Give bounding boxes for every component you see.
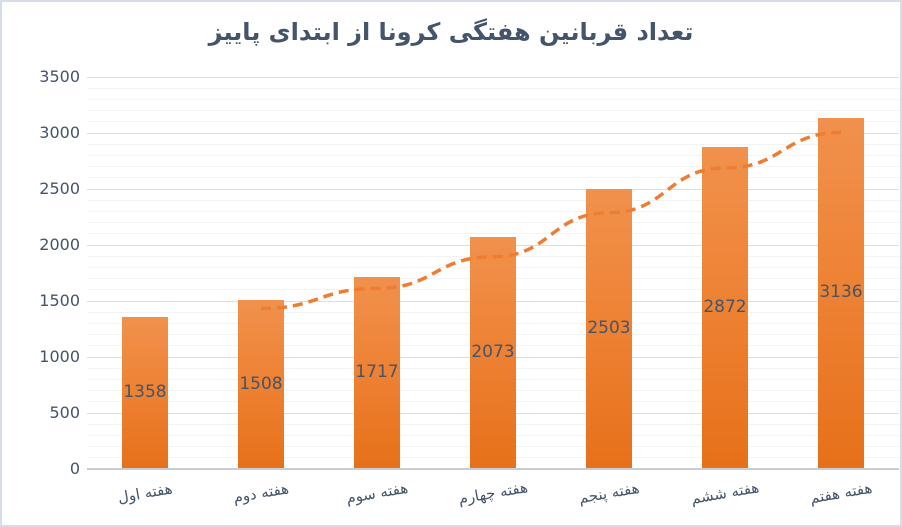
bar xyxy=(122,316,168,469)
y-tick-label: 0 xyxy=(69,459,80,478)
gridline-minor xyxy=(87,98,899,100)
y-tick-label: 3500 xyxy=(39,67,80,86)
chart-title: تعداد قربانین هفتگی کرونا از ابتدای پایی… xyxy=(208,18,694,46)
gridline-minor xyxy=(87,87,899,89)
bar-value-label: 3136 xyxy=(819,282,863,303)
y-tick-label: 1000 xyxy=(39,347,80,366)
x-tick-label: هفته دوم xyxy=(231,479,291,507)
x-tick-label: هفته چهارم xyxy=(456,478,530,508)
x-tick-label: هفته سوم xyxy=(344,478,410,508)
bar-value-label: 1508 xyxy=(239,373,283,394)
x-tick-label: هفته اول xyxy=(116,479,174,507)
bar-value-label: 1358 xyxy=(123,381,167,402)
y-tick-label: 1500 xyxy=(39,291,80,310)
bar-value-label: 2872 xyxy=(703,297,747,318)
gridline-minor xyxy=(87,110,899,112)
gridline-minor xyxy=(87,121,899,123)
x-axis-line xyxy=(87,468,899,470)
gridline-minor xyxy=(87,199,899,201)
bar-value-label: 1717 xyxy=(355,361,399,382)
gridline-minor xyxy=(87,222,899,224)
gridline-minor xyxy=(87,154,899,156)
gridline-minor xyxy=(87,143,899,145)
bar xyxy=(238,300,284,469)
gridline-major xyxy=(87,76,899,78)
gridline-minor xyxy=(87,210,899,212)
gridline-major xyxy=(87,132,899,134)
x-tick-label: هفته هفتم xyxy=(808,478,874,508)
bar-value-label: 2073 xyxy=(471,341,515,362)
y-tick-label: 3000 xyxy=(39,123,80,142)
y-tick-label: 2500 xyxy=(39,179,80,198)
y-tick-label: 500 xyxy=(49,403,80,422)
x-tick-label: هفته پنجم xyxy=(577,478,641,508)
x-tick-label: هفته ششم xyxy=(689,478,761,508)
gridline-minor xyxy=(87,233,899,235)
bar-value-label: 2503 xyxy=(587,317,631,338)
gridline-minor xyxy=(87,166,899,168)
gridline-major xyxy=(87,188,899,190)
y-tick-label: 2000 xyxy=(39,235,80,254)
gridline-minor xyxy=(87,177,899,179)
